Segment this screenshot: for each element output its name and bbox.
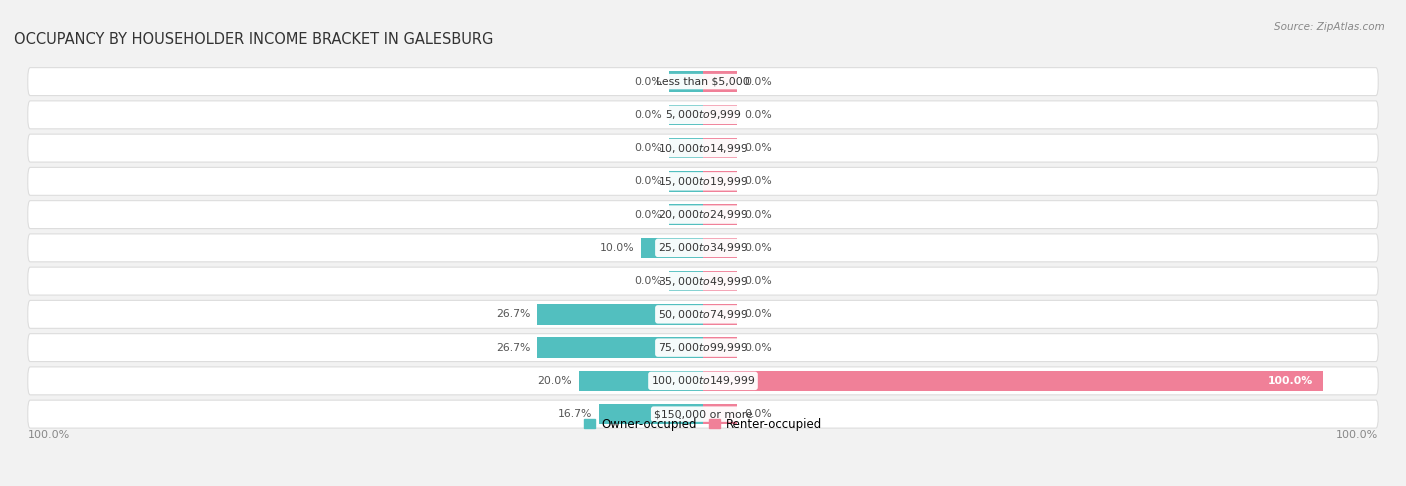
Bar — [669, 104, 703, 125]
Text: 0.0%: 0.0% — [744, 343, 772, 353]
FancyBboxPatch shape — [28, 300, 1378, 329]
Text: 100.0%: 100.0% — [28, 430, 70, 440]
Text: $150,000 or more: $150,000 or more — [654, 409, 752, 419]
Bar — [669, 171, 703, 191]
FancyBboxPatch shape — [28, 400, 1378, 428]
Bar — [703, 138, 738, 158]
Text: 100.0%: 100.0% — [1267, 376, 1313, 386]
Text: $20,000 to $24,999: $20,000 to $24,999 — [658, 208, 748, 221]
Text: 20.0%: 20.0% — [537, 376, 572, 386]
Text: 0.0%: 0.0% — [744, 110, 772, 120]
Text: OCCUPANCY BY HOUSEHOLDER INCOME BRACKET IN GALESBURG: OCCUPANCY BY HOUSEHOLDER INCOME BRACKET … — [14, 33, 494, 48]
FancyBboxPatch shape — [28, 68, 1378, 96]
Bar — [703, 404, 738, 424]
Text: $75,000 to $99,999: $75,000 to $99,999 — [658, 341, 748, 354]
FancyBboxPatch shape — [28, 101, 1378, 129]
Text: 0.0%: 0.0% — [744, 243, 772, 253]
Text: 100.0%: 100.0% — [1336, 430, 1378, 440]
Text: 0.0%: 0.0% — [634, 77, 662, 87]
Bar — [579, 370, 703, 391]
Bar — [669, 71, 703, 92]
Bar — [641, 238, 703, 258]
FancyBboxPatch shape — [28, 334, 1378, 362]
Text: 0.0%: 0.0% — [744, 143, 772, 153]
Bar — [599, 404, 703, 424]
Bar — [703, 204, 738, 225]
Text: 0.0%: 0.0% — [744, 77, 772, 87]
FancyBboxPatch shape — [28, 367, 1378, 395]
Bar — [703, 337, 738, 358]
Bar — [669, 204, 703, 225]
Bar — [703, 370, 1323, 391]
FancyBboxPatch shape — [28, 167, 1378, 195]
Text: $25,000 to $34,999: $25,000 to $34,999 — [658, 242, 748, 254]
Text: 26.7%: 26.7% — [496, 310, 530, 319]
Bar — [703, 71, 738, 92]
Bar — [703, 104, 738, 125]
Text: 0.0%: 0.0% — [634, 143, 662, 153]
Bar — [703, 238, 738, 258]
Text: $5,000 to $9,999: $5,000 to $9,999 — [665, 108, 741, 122]
Bar — [669, 271, 703, 292]
Text: 0.0%: 0.0% — [744, 409, 772, 419]
Text: 0.0%: 0.0% — [744, 176, 772, 186]
Text: $10,000 to $14,999: $10,000 to $14,999 — [658, 141, 748, 155]
Text: Less than $5,000: Less than $5,000 — [657, 77, 749, 87]
Text: $50,000 to $74,999: $50,000 to $74,999 — [658, 308, 748, 321]
Text: 0.0%: 0.0% — [744, 276, 772, 286]
Text: 0.0%: 0.0% — [634, 209, 662, 220]
Legend: Owner-occupied, Renter-occupied: Owner-occupied, Renter-occupied — [579, 413, 827, 435]
Text: 0.0%: 0.0% — [634, 176, 662, 186]
FancyBboxPatch shape — [28, 134, 1378, 162]
Text: 0.0%: 0.0% — [634, 276, 662, 286]
Text: $100,000 to $149,999: $100,000 to $149,999 — [651, 374, 755, 387]
Bar — [537, 304, 703, 325]
FancyBboxPatch shape — [28, 234, 1378, 262]
Bar — [703, 304, 738, 325]
Bar — [669, 138, 703, 158]
Text: 10.0%: 10.0% — [599, 243, 634, 253]
Bar — [703, 271, 738, 292]
Text: 16.7%: 16.7% — [558, 409, 592, 419]
Text: 0.0%: 0.0% — [744, 310, 772, 319]
FancyBboxPatch shape — [28, 201, 1378, 228]
Text: Source: ZipAtlas.com: Source: ZipAtlas.com — [1274, 22, 1385, 32]
Text: $15,000 to $19,999: $15,000 to $19,999 — [658, 175, 748, 188]
Bar — [703, 171, 738, 191]
Text: 26.7%: 26.7% — [496, 343, 530, 353]
Text: 0.0%: 0.0% — [744, 209, 772, 220]
FancyBboxPatch shape — [28, 267, 1378, 295]
Text: 0.0%: 0.0% — [634, 110, 662, 120]
Text: $35,000 to $49,999: $35,000 to $49,999 — [658, 275, 748, 288]
Bar — [537, 337, 703, 358]
